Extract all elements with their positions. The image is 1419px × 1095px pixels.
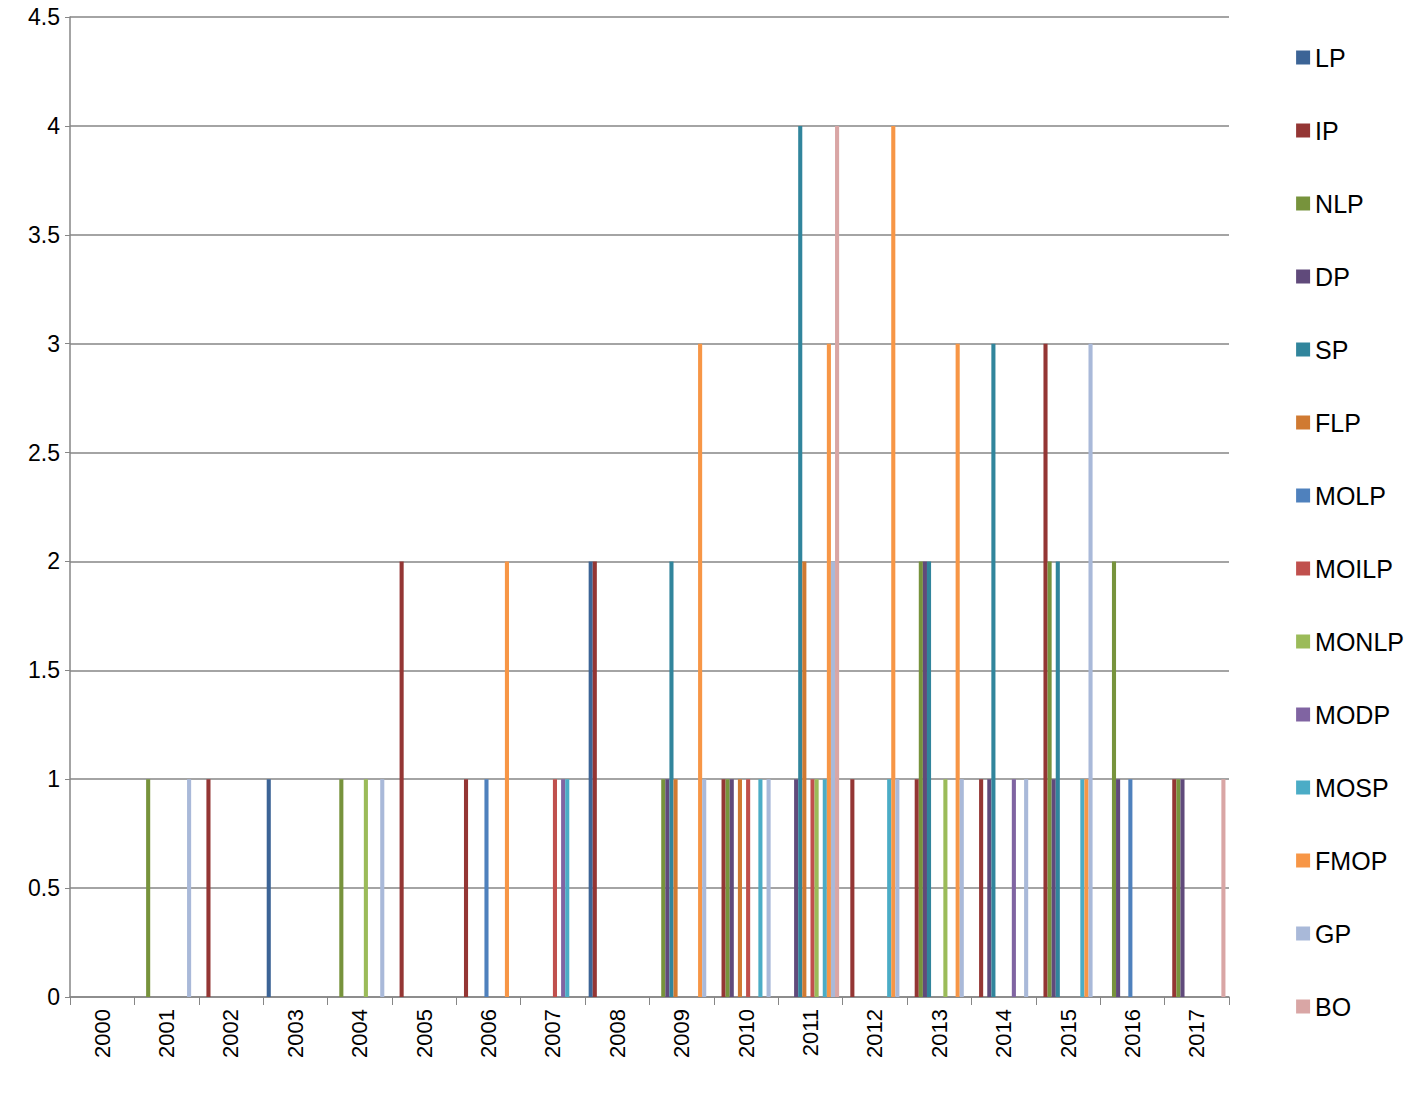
svg-text:0: 0 xyxy=(47,984,60,1010)
svg-text:3.5: 3.5 xyxy=(28,222,60,248)
svg-text:2008: 2008 xyxy=(605,1009,630,1058)
svg-text:2.5: 2.5 xyxy=(28,440,60,466)
svg-text:2017: 2017 xyxy=(1184,1009,1209,1058)
svg-text:MODP: MODP xyxy=(1315,701,1390,729)
svg-text:2007: 2007 xyxy=(540,1009,565,1058)
svg-text:2005: 2005 xyxy=(412,1009,437,1058)
svg-text:2: 2 xyxy=(47,548,60,574)
svg-text:2016: 2016 xyxy=(1120,1009,1145,1058)
svg-text:1: 1 xyxy=(47,766,60,792)
svg-text:2014: 2014 xyxy=(991,1009,1016,1058)
svg-text:2003: 2003 xyxy=(283,1009,308,1058)
svg-text:FLP: FLP xyxy=(1315,409,1361,437)
svg-text:2009: 2009 xyxy=(669,1009,694,1058)
svg-text:2000: 2000 xyxy=(90,1009,115,1058)
svg-text:SP: SP xyxy=(1315,336,1348,364)
svg-text:GP: GP xyxy=(1315,920,1351,948)
svg-text:LP: LP xyxy=(1315,44,1346,72)
svg-text:4: 4 xyxy=(47,113,60,139)
svg-text:FMOP: FMOP xyxy=(1315,847,1387,875)
svg-text:DP: DP xyxy=(1315,263,1350,291)
svg-text:2001: 2001 xyxy=(154,1009,179,1058)
svg-text:1.5: 1.5 xyxy=(28,657,60,683)
svg-text:MONLP: MONLP xyxy=(1315,628,1404,656)
svg-text:0.5: 0.5 xyxy=(28,875,60,901)
svg-text:IP: IP xyxy=(1315,117,1339,145)
svg-text:2004: 2004 xyxy=(347,1009,372,1058)
svg-text:NLP: NLP xyxy=(1315,190,1364,218)
svg-text:MOSP: MOSP xyxy=(1315,774,1389,802)
svg-text:2006: 2006 xyxy=(476,1009,501,1058)
svg-text:BO: BO xyxy=(1315,993,1351,1021)
svg-text:2010: 2010 xyxy=(734,1009,759,1058)
svg-text:4.5: 4.5 xyxy=(28,4,60,30)
svg-text:MOLP: MOLP xyxy=(1315,482,1386,510)
svg-text:3: 3 xyxy=(47,331,60,357)
svg-text:MOILP: MOILP xyxy=(1315,555,1393,583)
svg-text:2011: 2011 xyxy=(798,1009,823,1056)
svg-text:2015: 2015 xyxy=(1056,1009,1081,1058)
svg-text:2012: 2012 xyxy=(862,1009,887,1058)
svg-text:2013: 2013 xyxy=(927,1009,952,1058)
svg-text:2002: 2002 xyxy=(218,1009,243,1058)
